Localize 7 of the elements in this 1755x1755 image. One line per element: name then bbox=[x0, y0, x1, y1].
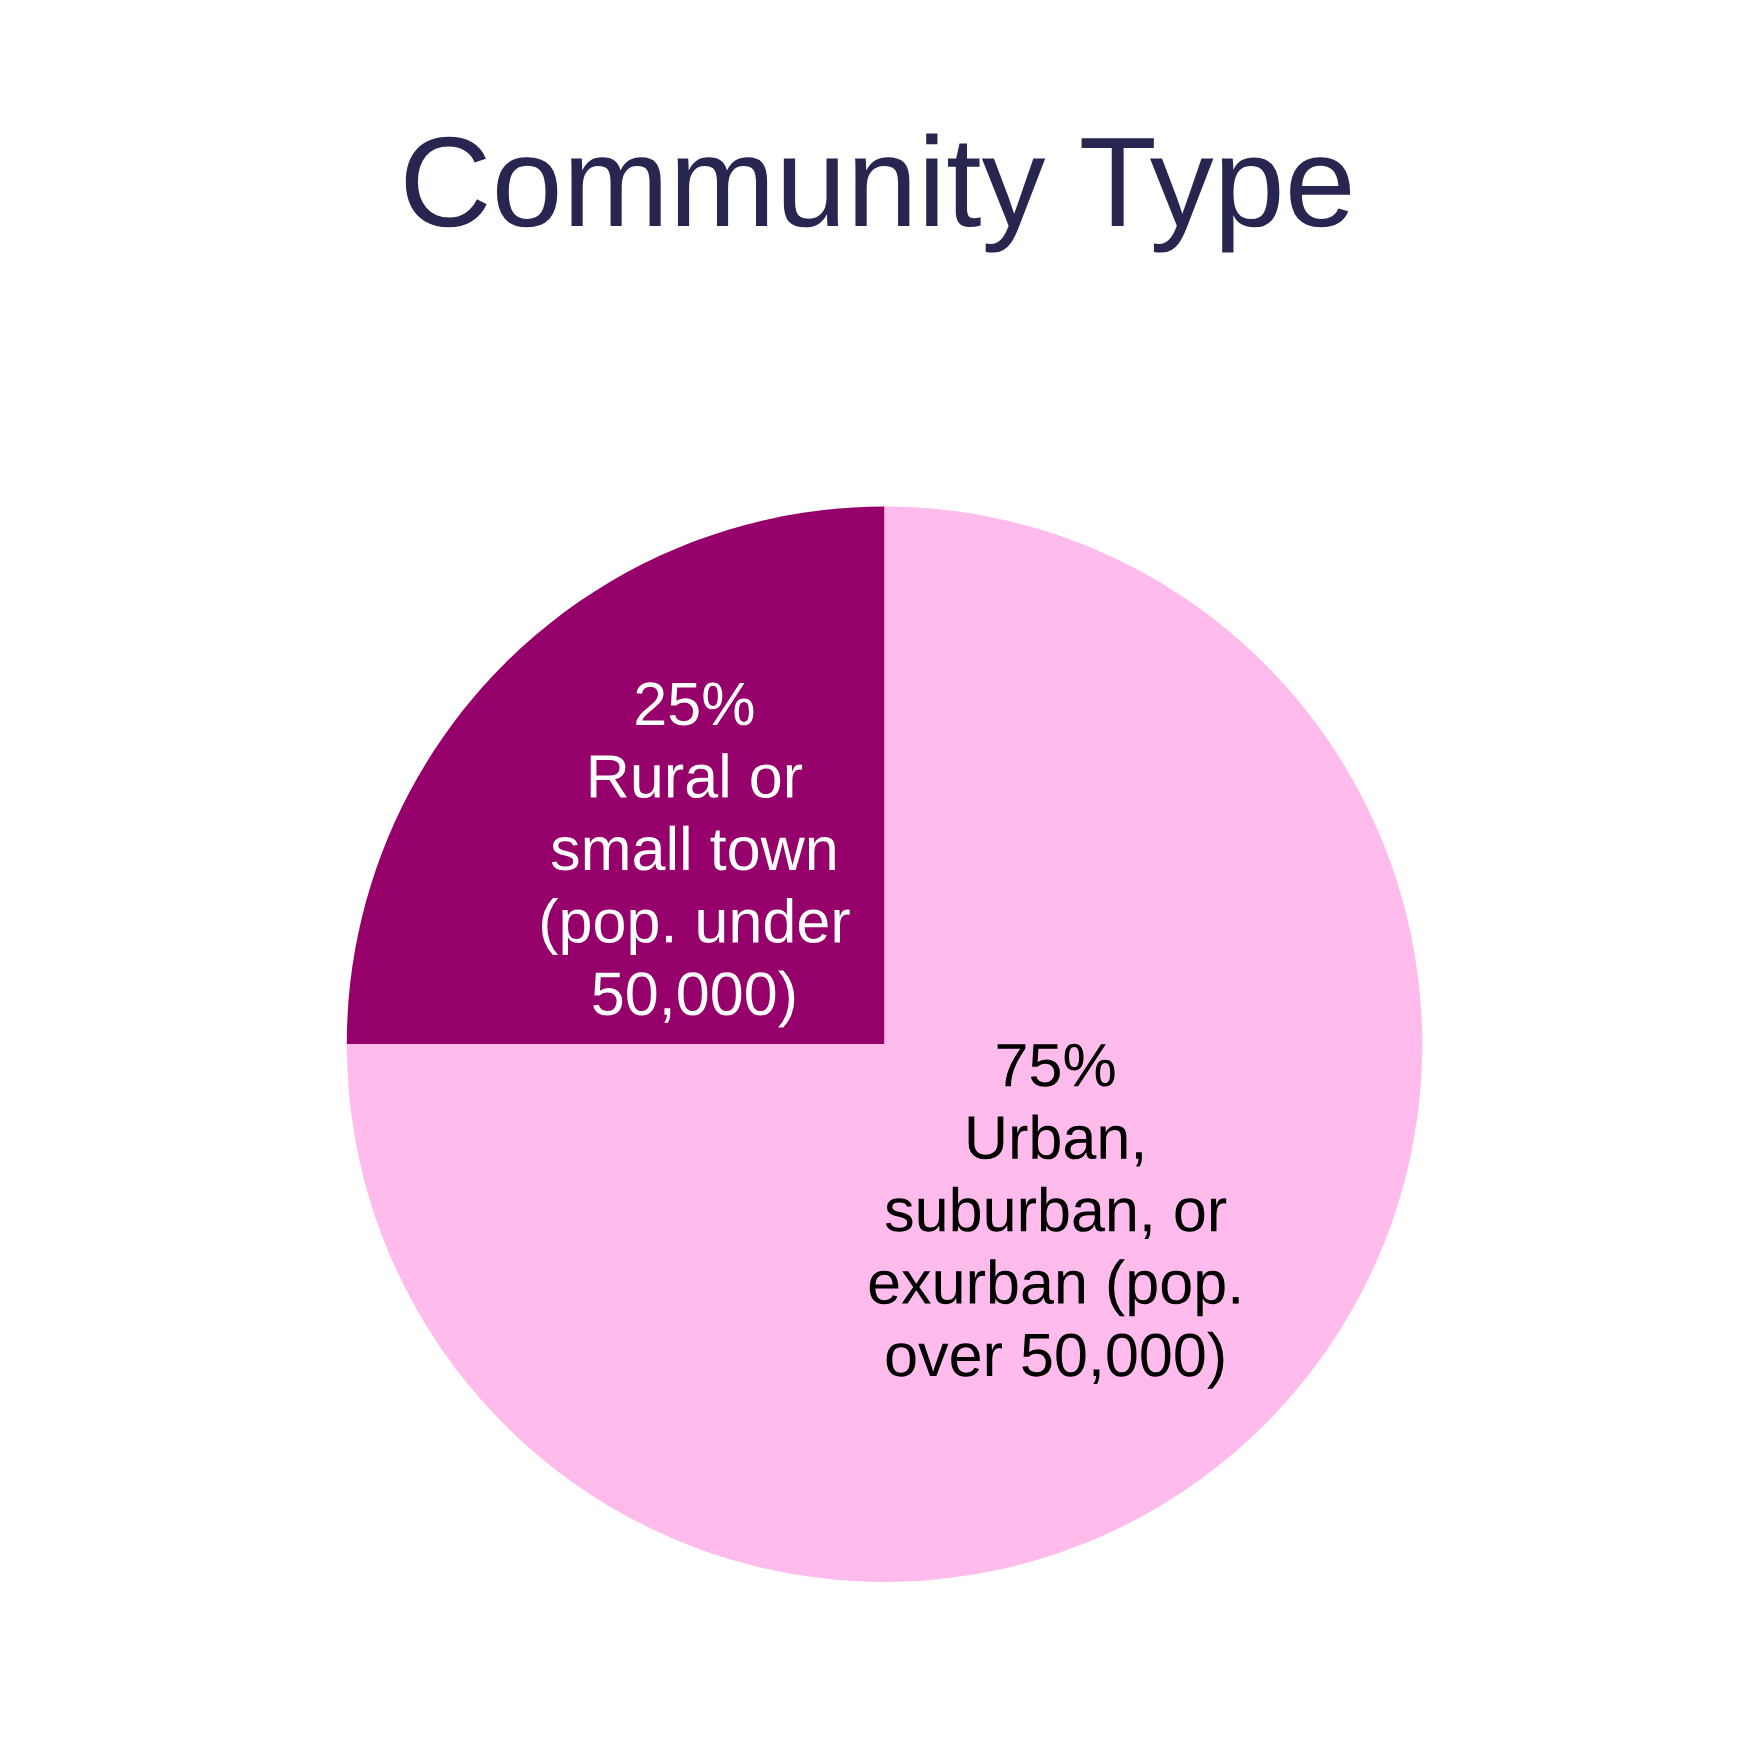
pie-slice bbox=[346, 506, 885, 1045]
data-label: 75% bbox=[997, 1043, 1115, 1087]
data-label: 25% bbox=[636, 682, 754, 726]
pie-slice bbox=[346, 506, 1423, 1582]
slice-label: Urban, suburban, or exurban (pop. over 50,000) bbox=[869, 1114, 1239, 1389]
chart-title: Community Type bbox=[405, 133, 1351, 253]
slice-label: Rural or small town (pop. under 50,000) bbox=[541, 753, 850, 1028]
